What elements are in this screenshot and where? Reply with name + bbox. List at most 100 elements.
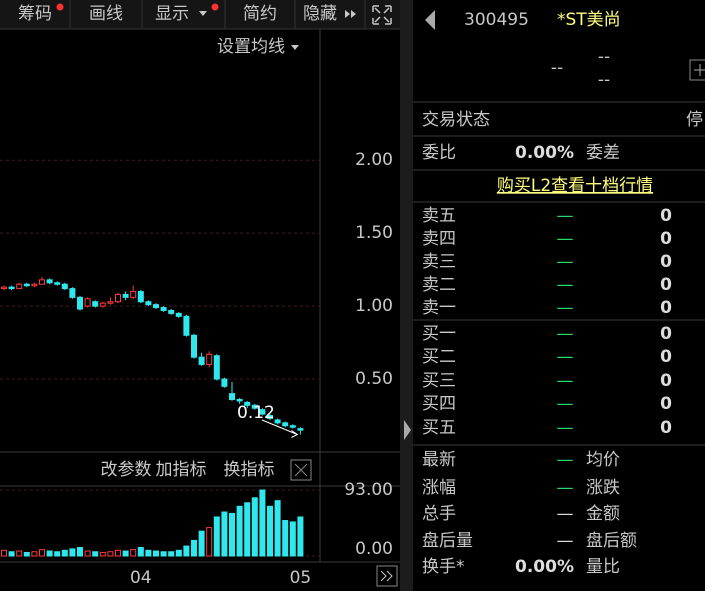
indicator-button[interactable]: 改参数 <box>101 460 152 480</box>
fullscreen-icon[interactable] <box>372 5 392 25</box>
candle-body <box>229 393 235 400</box>
order-label: 卖三 <box>422 252 456 272</box>
volume-bar <box>289 521 296 557</box>
candle-body <box>244 401 251 406</box>
tool-button[interactable]: 筹码 <box>18 4 52 24</box>
volume-bar <box>31 551 38 557</box>
order-label: 卖五 <box>422 206 456 226</box>
candle-body <box>115 293 121 303</box>
candle-body <box>54 282 61 285</box>
tool-button[interactable]: 隐藏 <box>303 4 337 24</box>
volume-bar <box>1 549 7 557</box>
candle-body <box>39 279 45 285</box>
ma-setting[interactable]: 设置均线 <box>217 37 285 57</box>
volume-bar <box>282 520 289 557</box>
order-price: — <box>557 324 574 344</box>
volume-bar <box>191 539 197 557</box>
candle-body <box>153 304 159 309</box>
stat-label: 涨跌 <box>586 478 620 498</box>
back-arrow[interactable] <box>425 10 435 30</box>
volume-bar <box>69 548 76 557</box>
candle-body <box>206 353 213 365</box>
x-tick-label: 04 <box>130 568 152 588</box>
volume-bar <box>267 505 273 557</box>
volume-bar <box>274 500 281 557</box>
indicator-button[interactable]: 换指标 <box>224 460 275 480</box>
add-icon <box>694 64 705 76</box>
price: -- <box>551 58 563 78</box>
stat-label: 盘后额 <box>586 531 637 551</box>
volume-bar <box>160 551 167 557</box>
tool-button[interactable]: 简约 <box>243 4 277 24</box>
low-arrow <box>261 419 299 438</box>
order-price: — <box>557 347 574 367</box>
order-volume: 0 <box>660 347 672 367</box>
candle-body <box>274 419 281 424</box>
order-volume: 0 <box>660 275 672 295</box>
order-label: 买一 <box>422 324 456 344</box>
weibi-value: 0.00% <box>515 143 574 163</box>
candle-body <box>1 286 7 290</box>
volume-bar <box>8 551 15 557</box>
volume-bar <box>153 550 159 557</box>
candle-body <box>122 293 129 298</box>
volume-bar <box>229 512 235 557</box>
candle-body <box>221 378 228 387</box>
tool-button[interactable]: 画线 <box>89 4 123 24</box>
volume-bar <box>175 549 182 557</box>
volume-bar <box>221 511 228 557</box>
stat-label: 均价 <box>586 450 620 470</box>
order-price: — <box>557 418 574 438</box>
tool-button[interactable]: 显示 <box>155 4 189 24</box>
candle-body <box>236 398 243 402</box>
candle-body <box>198 356 205 365</box>
stat-label: 量比 <box>586 557 620 577</box>
candle-body <box>168 309 175 314</box>
weicha-label: 委差 <box>586 143 620 163</box>
low-label: 0.12 <box>237 403 275 423</box>
order-volume: 0 <box>660 206 672 226</box>
order-volume: 0 <box>660 229 672 249</box>
order-price: — <box>557 371 574 391</box>
candle-body <box>297 428 304 431</box>
add-button[interactable] <box>689 59 705 81</box>
splitter-arrow <box>404 420 411 440</box>
candle-body <box>191 334 197 358</box>
candle-body <box>99 302 106 307</box>
candle-body <box>282 422 289 427</box>
volume-bar <box>259 489 266 557</box>
stat-value: — <box>557 504 574 524</box>
order-volume: 0 <box>660 298 672 318</box>
change-pct: -- <box>598 70 610 90</box>
splitter[interactable] <box>400 0 413 591</box>
order-volume: 0 <box>660 252 672 272</box>
candle-body <box>31 283 38 287</box>
stock-code: 300495 <box>464 10 529 30</box>
order-label: 买三 <box>422 371 456 391</box>
candle-body <box>251 404 258 409</box>
scroll-button[interactable] <box>376 565 398 587</box>
weibi-label: 委比 <box>422 143 456 163</box>
stat-label: 涨幅 <box>422 478 456 498</box>
volume-bar <box>213 516 220 557</box>
candle-body <box>16 283 23 290</box>
candle-body <box>23 283 30 287</box>
candle-body <box>77 296 83 310</box>
frames <box>0 29 400 563</box>
indicator-button[interactable]: 加指标 <box>156 460 207 480</box>
red-dot <box>211 3 219 11</box>
volume-bar <box>46 550 53 557</box>
y-tick-label: 1.50 <box>355 223 393 243</box>
stat-value: — <box>557 531 574 551</box>
y-tick-label: 0.00 <box>355 539 393 559</box>
stat-label: 总手 <box>422 504 456 524</box>
stat-label: 换手* <box>422 557 465 577</box>
candle-body <box>259 409 266 415</box>
l2-link[interactable]: 购买L2查看十档行情 <box>497 176 653 196</box>
order-price: — <box>557 229 574 249</box>
volume-bar <box>23 551 30 557</box>
order-label: 买五 <box>422 418 456 438</box>
candle-body <box>107 301 114 304</box>
close-button[interactable] <box>290 459 312 481</box>
candle-body <box>160 307 167 311</box>
